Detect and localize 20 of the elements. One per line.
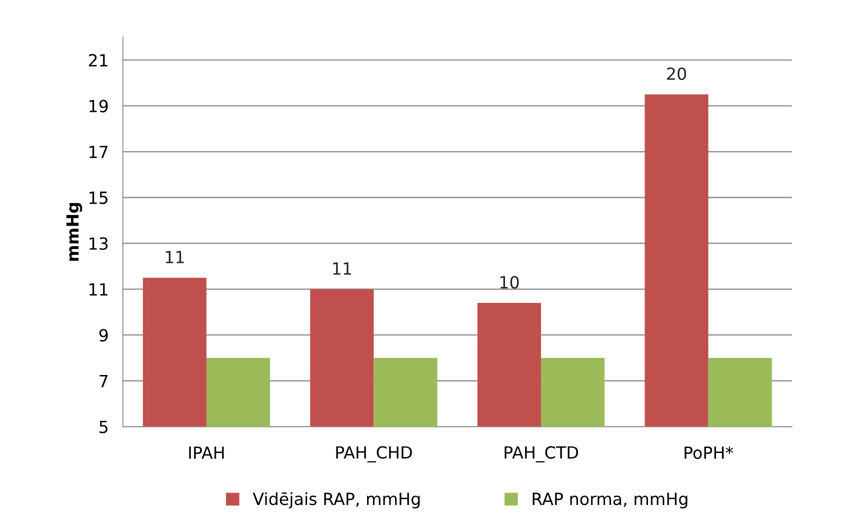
y-tick-label: 5	[100, 420, 108, 434]
y-tick-label: 7	[100, 375, 108, 388]
y-axis-title: mmHg	[66, 202, 82, 261]
legend-label: RAP norma, mmHg	[532, 492, 688, 508]
x-tick-label: PAH_CTD	[504, 446, 578, 462]
x-tick-label: PAH_CHD	[336, 446, 412, 462]
x-tick-label: PoPH*	[684, 446, 734, 459]
y-tick-label: 9	[99, 328, 108, 342]
y-tick-label: 21	[88, 54, 108, 66]
y-tick-label: 11	[90, 283, 108, 296]
y-tick-label: 15	[90, 192, 108, 204]
data-label: 11	[166, 250, 184, 264]
legend-label: Vidējais RAP, mmHg	[252, 492, 420, 508]
y-tick-label: 19	[90, 100, 108, 112]
data-label: 10	[500, 276, 519, 289]
x-tick-label: IPAH	[189, 446, 224, 459]
y-tick-label: 13	[90, 237, 108, 250]
y-tick-label: 17	[90, 146, 108, 158]
data-label: 11	[333, 262, 352, 275]
data-label: 20	[667, 67, 686, 80]
